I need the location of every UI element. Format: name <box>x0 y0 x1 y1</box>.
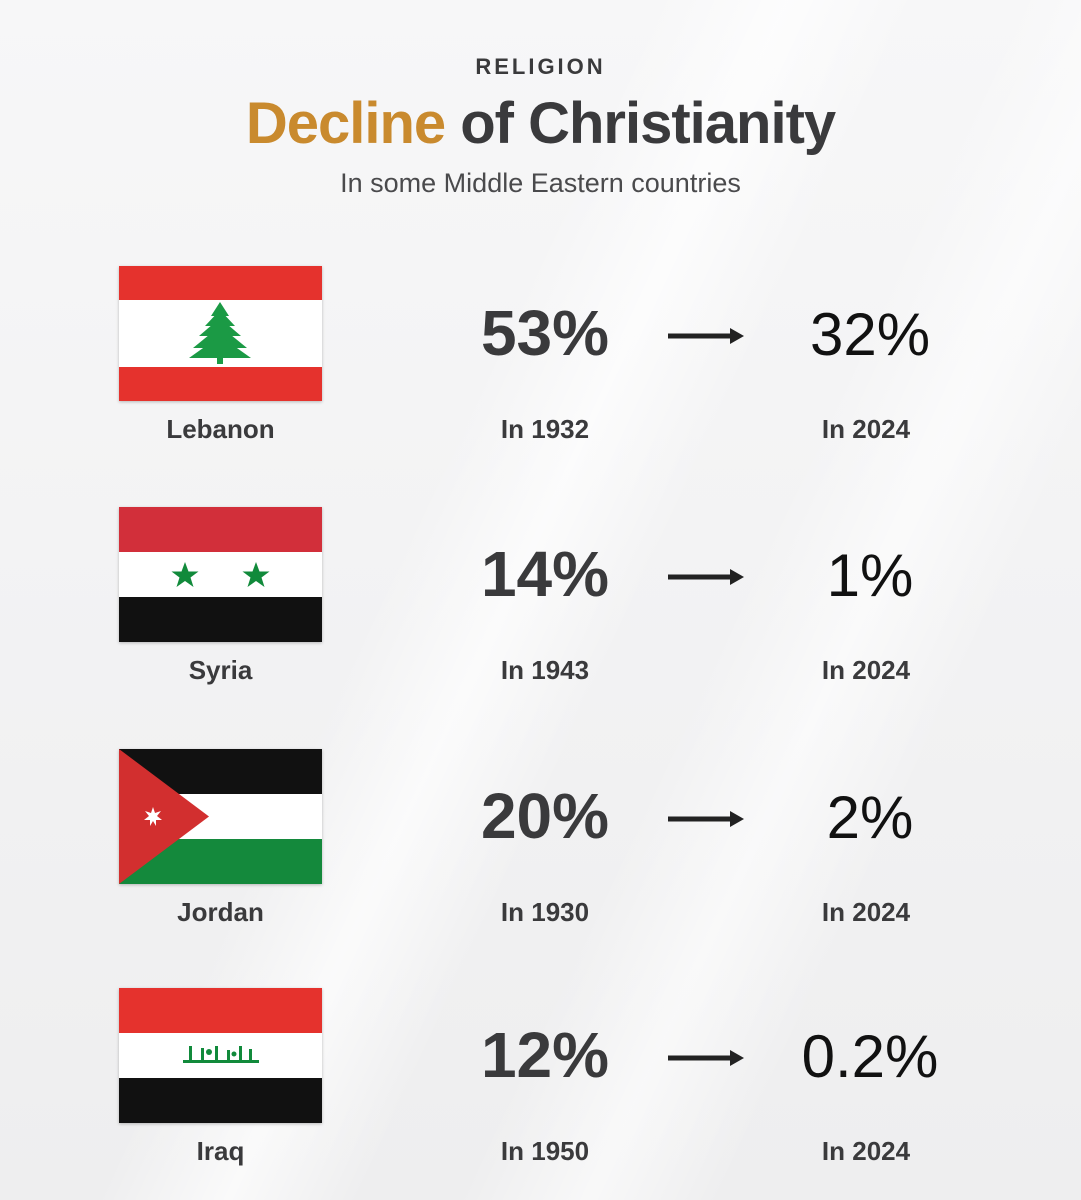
from-year: In 1943 <box>500 655 590 685</box>
country-name: Syria <box>188 655 253 685</box>
page-subtitle: In some Middle Eastern countries <box>340 168 741 198</box>
lebanon-flag-icon <box>119 266 322 401</box>
to-percentage: 32% <box>809 301 931 368</box>
country-name: Jordan <box>177 897 264 927</box>
to-percentage: 1% <box>826 542 914 609</box>
to-percentage: 0.2% <box>801 1023 939 1090</box>
from-percentage: 53% <box>480 297 610 369</box>
iraq-flag-icon <box>119 988 322 1123</box>
to-year: In 2024 <box>821 897 911 927</box>
section-kicker: RELIGION <box>475 54 606 79</box>
to-year: In 2024 <box>821 414 911 444</box>
from-year: In 1930 <box>500 897 590 927</box>
country-name: Iraq <box>196 1136 245 1166</box>
syria-flag-icon <box>119 507 322 642</box>
page-title: Decline of Christianity <box>0 90 1081 157</box>
from-percentage: 14% <box>480 538 610 610</box>
from-percentage: 20% <box>480 780 610 852</box>
from-percentage: 12% <box>480 1019 610 1091</box>
country-name: Lebanon <box>166 414 275 444</box>
arrow-right-icon <box>668 328 744 344</box>
jordan-flag-icon <box>119 749 322 884</box>
country-row-jordan: Jordan 20% 2% In 1930 In 2024 <box>0 749 1081 949</box>
arrow-right-icon <box>668 811 744 827</box>
to-year: In 2024 <box>821 655 911 685</box>
title-rest: of Christianity <box>445 91 836 156</box>
country-row-iraq: Iraq 12% 0.2% In 1950 In 2024 <box>0 988 1081 1188</box>
arrow-right-icon <box>668 1050 744 1066</box>
to-year: In 2024 <box>821 1136 911 1166</box>
arrow-right-icon <box>668 569 744 585</box>
to-percentage: 2% <box>826 784 914 851</box>
from-year: In 1950 <box>500 1136 590 1166</box>
title-accent: Decline <box>245 91 446 156</box>
from-year: In 1932 <box>500 414 590 444</box>
country-row-lebanon: Lebanon 53% 32% In 1932 In 2024 <box>0 266 1081 466</box>
country-row-syria: Syria 14% 1% In 1943 In 2024 <box>0 507 1081 707</box>
